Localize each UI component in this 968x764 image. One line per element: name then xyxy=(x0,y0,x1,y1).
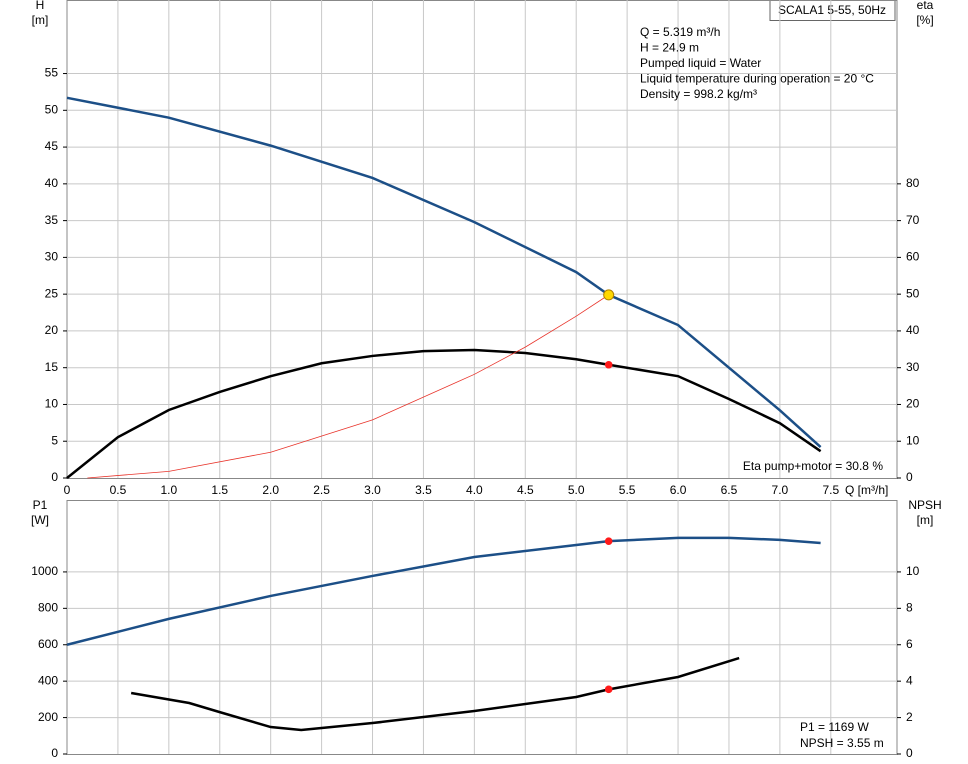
curve xyxy=(66,96,822,449)
curve xyxy=(66,348,822,479)
x-tick-label: 4.5 xyxy=(517,483,534,497)
x-tick-label: 4.0 xyxy=(466,483,483,497)
info-text: Pumped liquid = Water xyxy=(640,56,761,70)
y2-tick-label: 8 xyxy=(906,601,913,615)
x-tick-label: 3.0 xyxy=(364,483,381,497)
y2-tick-label: 0 xyxy=(906,470,913,484)
y2-tick-label: 10 xyxy=(906,433,920,447)
duty-point xyxy=(604,685,613,694)
info-text: P1 = 1169 W xyxy=(800,720,869,734)
info-text: Q = 5.319 m³/h xyxy=(640,25,720,39)
x-tick-label: 6.0 xyxy=(670,483,687,497)
y2-axis-label: eta xyxy=(917,0,934,12)
y-tick-label: 30 xyxy=(45,250,59,264)
x-axis-label: Q [m³/h] xyxy=(845,483,888,497)
y2-tick-label: 60 xyxy=(906,250,920,264)
plot-frame xyxy=(66,500,898,755)
x-tick-label: 0.5 xyxy=(110,483,127,497)
y-tick-label: 10 xyxy=(45,397,59,411)
y-tick-label: 35 xyxy=(45,213,59,227)
x-tick-label: 6.5 xyxy=(721,483,738,497)
x-tick-label: 2.0 xyxy=(262,483,279,497)
x-tick-label: 3.5 xyxy=(415,483,432,497)
y-tick-label: 800 xyxy=(38,601,58,615)
y2-axis-label: NPSH xyxy=(908,498,941,512)
y-tick-label: 55 xyxy=(45,66,59,80)
eta-note: Eta pump+motor = 30.8 % xyxy=(743,459,883,473)
y-tick-label: 20 xyxy=(45,323,59,337)
marks: 0 0.5 1.0 1.5 2.0 2.5 3.0 3.5 4.0 4.5 5.0 5.5 6.0 6.5… xyxy=(31,0,942,760)
y2-tick-label: 2 xyxy=(906,710,913,724)
y-tick-label: 0 xyxy=(51,470,58,484)
x-tick-label: 1.5 xyxy=(211,483,228,497)
y2-tick-label: 6 xyxy=(906,637,913,651)
x-tick-label: 1.0 xyxy=(160,483,177,497)
duty-point xyxy=(604,360,613,369)
x-tick-label: 2.5 xyxy=(313,483,330,497)
x-tick-label: 7.0 xyxy=(772,483,789,497)
y2-axis-unit: [m] xyxy=(917,513,934,527)
y-tick-label: 0 xyxy=(51,746,58,760)
y2-tick-label: 40 xyxy=(906,323,920,337)
y-axis-label: P1 xyxy=(33,498,48,512)
y2-tick-label: 70 xyxy=(906,213,920,227)
y-tick-label: 15 xyxy=(45,360,59,374)
curve xyxy=(130,656,740,732)
y2-tick-label: 80 xyxy=(906,176,920,190)
y-tick-label: 45 xyxy=(45,139,59,153)
x-tick-label: 5.0 xyxy=(568,483,585,497)
y-axis-unit: [W] xyxy=(31,513,49,527)
curve xyxy=(87,294,609,479)
y-tick-label: 200 xyxy=(38,710,58,724)
y-tick-label: 400 xyxy=(38,673,58,687)
duty-point xyxy=(604,537,613,545)
info-text: Density = 998.2 kg/m³ xyxy=(640,87,757,101)
y2-tick-label: 30 xyxy=(906,360,920,374)
y-tick-label: 25 xyxy=(45,286,59,300)
x-tick-label: 7.5 xyxy=(822,483,839,497)
curve xyxy=(66,536,821,646)
duty-point xyxy=(603,289,615,301)
y-tick-label: 5 xyxy=(51,433,58,447)
plot-frame xyxy=(66,0,898,479)
y2-tick-label: 10 xyxy=(906,564,920,578)
info-text: H = 24.9 m xyxy=(640,41,699,55)
x-tick-label: 0 xyxy=(64,483,71,497)
y-tick-label: 50 xyxy=(45,102,59,116)
chart-title: SCALA1 5-55, 50Hz xyxy=(778,3,886,17)
y2-tick-label: 50 xyxy=(906,286,920,300)
y-tick-label: 1000 xyxy=(31,564,58,578)
y-tick-label: 40 xyxy=(45,176,59,190)
info-text: NPSH = 3.55 m xyxy=(800,736,884,750)
y2-tick-label: 4 xyxy=(906,673,913,687)
y2-tick-label: 20 xyxy=(906,397,920,411)
info-text: Liquid temperature during operation = 20… xyxy=(640,72,874,86)
y2-axis-unit: [%] xyxy=(916,13,933,27)
y-tick-label: 600 xyxy=(38,637,58,651)
y2-tick-label: 0 xyxy=(906,746,913,760)
y-axis-label: H xyxy=(36,0,45,12)
x-tick-label: 5.5 xyxy=(619,483,636,497)
y-axis-unit: [m] xyxy=(32,13,49,27)
